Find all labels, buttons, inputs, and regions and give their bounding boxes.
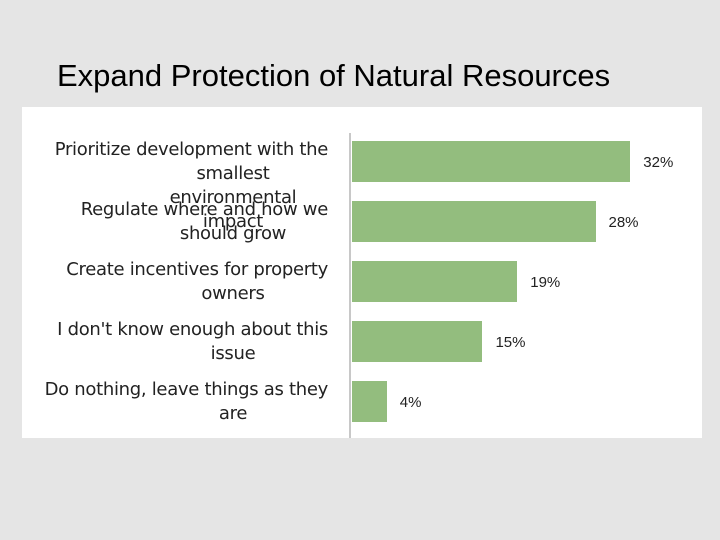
bar bbox=[352, 261, 518, 302]
value-label: 19% bbox=[530, 274, 561, 291]
category-label-line: I don't know enough about this bbox=[57, 319, 328, 340]
value-label: 32% bbox=[643, 154, 674, 171]
chart-title: Expand Protection of Natural Resources bbox=[57, 58, 611, 93]
value-label: 28% bbox=[608, 214, 639, 231]
bar bbox=[352, 321, 483, 362]
bar bbox=[352, 381, 387, 422]
category-label: Do nothing, leave things as they are bbox=[18, 378, 329, 426]
category-label-line: Do nothing, leave things as they bbox=[44, 379, 329, 400]
category-label: Create incentives for property owners bbox=[18, 258, 328, 306]
category-label-line: should grow bbox=[179, 223, 287, 244]
category-label-line: are bbox=[218, 403, 248, 424]
category-label: Prioritize development with the smallest … bbox=[18, 138, 329, 234]
category-label-line: issue bbox=[210, 343, 256, 364]
bar bbox=[352, 201, 596, 242]
value-label: 4% bbox=[399, 394, 422, 411]
bar bbox=[352, 141, 631, 182]
category-axis-line bbox=[349, 133, 351, 438]
chart-panel: Prioritize development with the smallest … bbox=[22, 107, 702, 438]
category-label-line: smallest environmental impact bbox=[169, 163, 297, 232]
category-label: Regulate where and how we should grow bbox=[18, 198, 329, 246]
category-label: I don't know enough about this issue bbox=[18, 318, 328, 366]
value-label: 15% bbox=[495, 334, 526, 351]
category-label-line: Prioritize development with the bbox=[54, 139, 329, 160]
category-label-line: Regulate where and how we bbox=[80, 199, 329, 220]
category-label-line: owners bbox=[201, 283, 265, 304]
category-label-line: Create incentives for property bbox=[66, 259, 328, 280]
